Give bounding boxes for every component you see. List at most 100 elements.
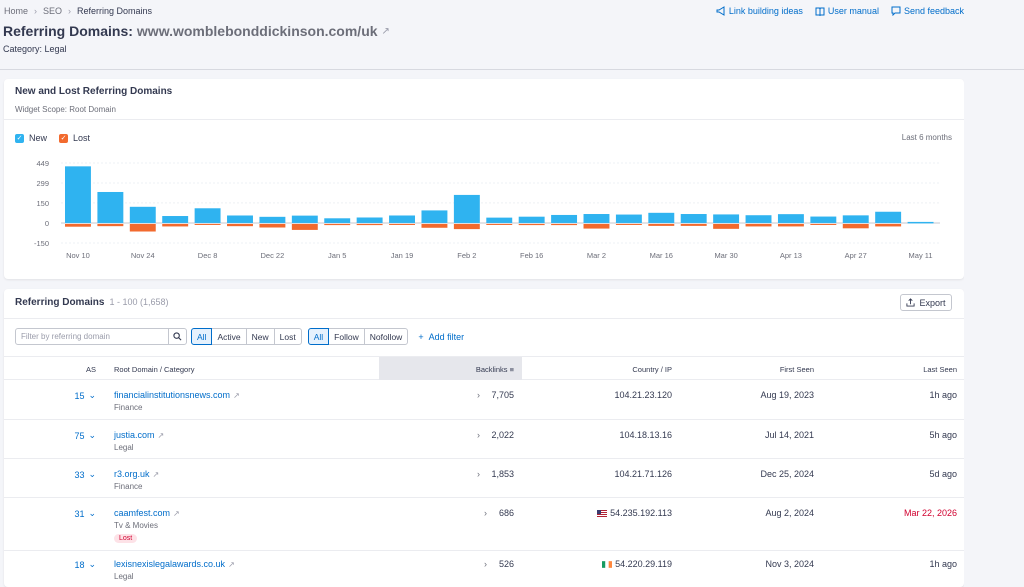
external-link-icon[interactable]: ↗	[152, 469, 160, 479]
x-tick-label: Jan 5	[328, 251, 346, 260]
table-row: 18 ⌄ lexisnexislegalawards.co.uk ↗ Legal ›…	[4, 551, 964, 587]
page-title-label: Referring Domains:	[3, 23, 133, 39]
plus-icon: +	[418, 331, 424, 342]
x-tick-label: May 11	[909, 251, 933, 260]
domain-link[interactable]: justia.com ↗	[114, 430, 164, 440]
status-filter-new[interactable]: New	[245, 328, 275, 345]
export-button[interactable]: Export	[900, 294, 952, 311]
header-backlinks[interactable]: Backlinks ≡	[476, 365, 514, 374]
chevron-right-icon[interactable]: ›	[477, 390, 480, 400]
breadcrumb-seo[interactable]: SEO	[43, 6, 63, 16]
x-tick-label: Dec 8	[198, 251, 218, 260]
right-gutter	[964, 70, 1024, 587]
page-title-domain[interactable]: www.womblebonddickinson.com/uk	[136, 23, 378, 39]
chevron-right-icon[interactable]: ›	[484, 559, 487, 569]
domain-link[interactable]: r3.org.uk ↗	[114, 469, 159, 479]
user-manual-label: User manual	[827, 6, 879, 16]
lost-bar	[194, 223, 221, 225]
us-flag-icon	[597, 509, 608, 517]
x-tick-label: Jan 19	[391, 251, 414, 260]
header-country-ip[interactable]: Country / IP	[632, 365, 672, 374]
backlinks-value[interactable]: 686	[498, 508, 514, 518]
user-manual-link[interactable]: User manual	[815, 6, 879, 16]
chevron-down-icon: ⌄	[88, 430, 96, 440]
last-seen: Mar 22, 2026	[903, 508, 957, 518]
backlinks-value[interactable]: 1,853	[491, 469, 514, 479]
domain-link[interactable]: caamfest.com ↗	[114, 508, 180, 518]
legend-lost[interactable]: ✓ Lost	[59, 133, 90, 143]
link-building-ideas-link[interactable]: Link building ideas	[716, 6, 803, 16]
as-value[interactable]: 33 ⌄	[74, 469, 96, 480]
new-bar	[842, 215, 869, 223]
follow-filter-nofollow[interactable]: Nofollow	[363, 328, 409, 345]
legend-lost-label: Lost	[73, 133, 91, 143]
domain-link[interactable]: financialinstitutionsnews.com ↗	[114, 390, 240, 400]
lost-bar	[777, 223, 804, 227]
y-tick-label: 150	[36, 199, 49, 208]
external-link-icon[interactable]: ↗	[233, 390, 240, 400]
backlinks-value[interactable]: 2,022	[491, 430, 514, 440]
lost-bar	[518, 223, 545, 226]
lost-bar	[453, 223, 480, 230]
external-link-icon[interactable]: ↗	[228, 559, 235, 569]
lost-bar	[713, 223, 740, 229]
backlinks-value[interactable]: 7,705	[491, 390, 514, 400]
new-bar	[453, 194, 480, 223]
follow-filter-all[interactable]: All	[307, 328, 330, 345]
send-feedback-link[interactable]: Send feedback	[891, 6, 964, 16]
backlinks-value[interactable]: 526	[498, 559, 514, 569]
as-value[interactable]: 75 ⌄	[74, 430, 96, 441]
new-bar	[648, 212, 675, 223]
domain-name: justia.com	[114, 430, 155, 440]
new-bar	[777, 214, 804, 223]
header-last-seen[interactable]: Last Seen	[923, 365, 957, 374]
domain-link[interactable]: lexisnexislegalawards.co.uk ↗	[114, 559, 235, 569]
chevron-right-icon[interactable]: ›	[477, 430, 480, 440]
as-number: 18	[74, 559, 85, 570]
search-button[interactable]	[168, 329, 186, 344]
lost-bar	[65, 223, 91, 227]
new-bar	[324, 218, 351, 223]
status-filter-lost[interactable]: Lost	[273, 328, 302, 345]
domain-category: Finance	[114, 482, 143, 491]
new-lost-bar-chart: 449 299 150 0 -150 Nov 10 Nov 24 Dec 8 Dec 22 Jan…	[34, 159, 940, 260]
new-bar	[486, 217, 513, 223]
follow-filter-follow[interactable]: Follow	[328, 328, 365, 345]
as-value[interactable]: 18 ⌄	[74, 559, 96, 570]
status-filter-all[interactable]: All	[191, 328, 213, 345]
lost-bar	[97, 223, 124, 227]
as-value[interactable]: 31 ⌄	[74, 508, 96, 519]
header-first-seen[interactable]: First Seen	[779, 365, 814, 374]
divider	[4, 119, 964, 120]
lost-bar	[810, 223, 837, 225]
status-filter-active[interactable]: Active	[211, 328, 247, 345]
as-value[interactable]: 15 ⌄	[74, 390, 96, 401]
lost-bar	[162, 223, 189, 227]
x-tick-label: Dec 22	[261, 251, 285, 260]
backlinks-column-highlight	[379, 357, 522, 380]
external-link-icon[interactable]: ↗	[157, 430, 165, 440]
header-root-domain: Root Domain / Category	[114, 365, 195, 374]
external-link-icon[interactable]: ↗	[381, 25, 390, 37]
new-bar	[875, 211, 902, 223]
breadcrumb: Home › SEO › Referring Domains	[4, 6, 152, 16]
last-seen: 5d ago	[929, 469, 957, 479]
domain-filter-input[interactable]	[16, 332, 168, 341]
chevron-right-icon[interactable]: ›	[484, 508, 487, 518]
chevron-right-icon[interactable]: ›	[477, 469, 480, 479]
checkbox-checked-icon[interactable]: ✓	[15, 133, 24, 143]
checkbox-checked-icon[interactable]: ✓	[59, 133, 69, 143]
legend-new[interactable]: ✓ New	[15, 133, 47, 143]
page-category: Category: Legal	[3, 44, 67, 54]
new-bar	[291, 215, 318, 223]
y-tick-label: -150	[34, 239, 49, 248]
new-lost-chart-card: New and Lost Referring Domains Widget Sc…	[4, 79, 964, 279]
lost-bar	[875, 223, 902, 227]
breadcrumb-home[interactable]: Home	[4, 6, 29, 16]
external-link-icon[interactable]: ↗	[173, 508, 180, 518]
top-links: Link building ideas User manual Send fee…	[716, 6, 964, 16]
header-as[interactable]: AS	[85, 365, 96, 374]
add-filter-button[interactable]: + Add filter	[418, 332, 464, 342]
lost-bar	[745, 223, 772, 227]
export-icon	[906, 298, 916, 307]
